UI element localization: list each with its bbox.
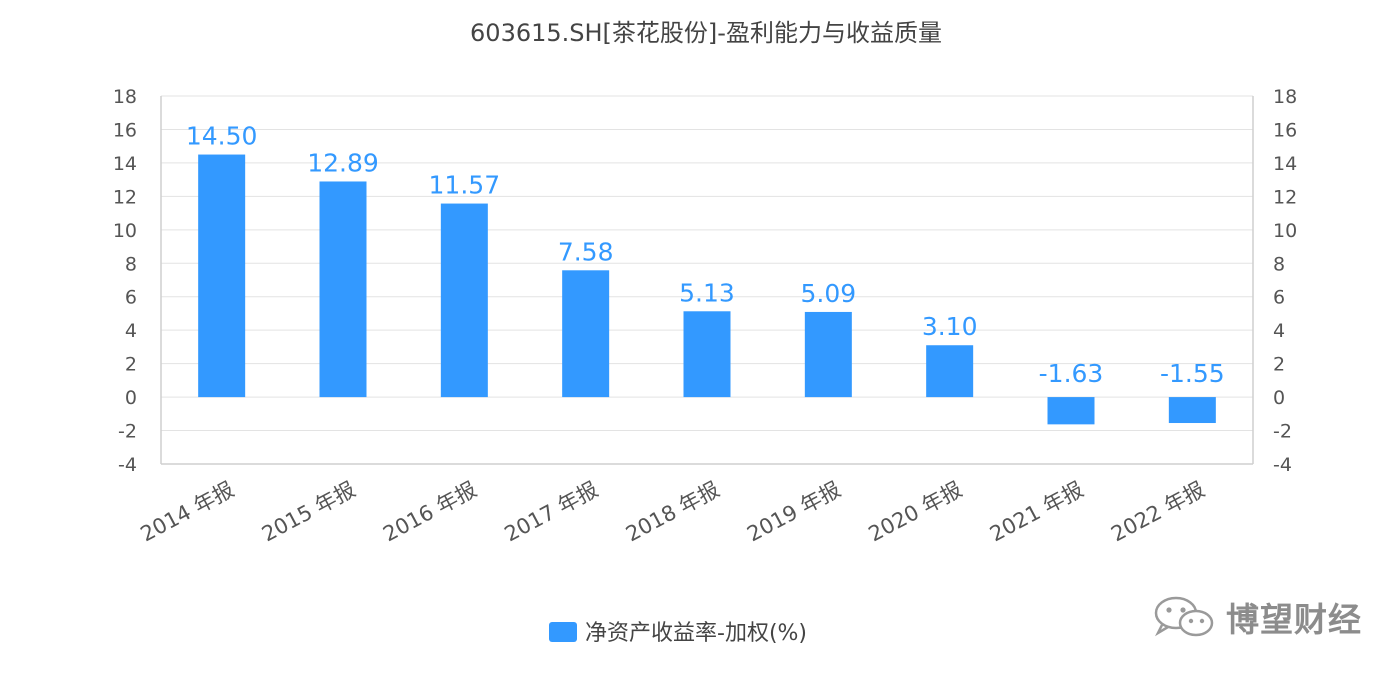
y-tick-label-left: 14 <box>113 153 137 175</box>
data-label: -1.63 <box>1039 359 1104 388</box>
y-tick-label-right: 18 <box>1273 86 1297 108</box>
data-label: -1.55 <box>1160 359 1225 388</box>
x-tick-label: 2017 年报 <box>501 477 602 546</box>
y-tick-label-left: 2 <box>125 354 137 376</box>
y-tick-label-right: 4 <box>1273 320 1285 342</box>
chart-title: 603615.SH[茶花股份]-盈利能力与收益质量 <box>470 19 942 47</box>
watermark-text: 博望财经 <box>1226 600 1362 639</box>
data-label: 12.89 <box>307 148 379 177</box>
y-tick-label-right: 16 <box>1273 119 1297 141</box>
data-label: 5.09 <box>800 279 856 308</box>
y-tick-label-right: 8 <box>1273 253 1285 275</box>
x-tick-label: 2015 年报 <box>258 477 359 546</box>
bar[interactable] <box>440 203 488 398</box>
y-tick-label-left: 12 <box>113 186 137 208</box>
legend-label: 净资产收益率-加权(%) <box>585 621 807 646</box>
x-tick-labels: 2014 年报 2015 年报 2016 年报 2017 年报 2018 年报 2019 … <box>137 477 1209 546</box>
y-tick-label-left: 18 <box>113 86 137 108</box>
x-tick-label: 2014 年报 <box>137 477 238 546</box>
y-tick-label-right: 10 <box>1273 220 1297 242</box>
data-label: 11.57 <box>429 171 501 200</box>
y-tick-label-left: 10 <box>113 220 137 242</box>
bar[interactable] <box>804 311 852 398</box>
x-tick-label: 2021 年报 <box>986 477 1087 546</box>
legend-swatch <box>549 622 577 642</box>
x-tick-label: 2018 年报 <box>622 477 723 546</box>
x-tick-label: 2022 年报 <box>1107 477 1208 546</box>
bar[interactable] <box>319 181 367 398</box>
wechat-icon <box>1154 596 1214 637</box>
y-tick-label-right: 2 <box>1273 354 1285 376</box>
bar[interactable] <box>926 345 974 398</box>
watermark: 博望财经 <box>1152 592 1362 642</box>
bar[interactable] <box>562 270 610 398</box>
bar[interactable] <box>1047 397 1095 425</box>
y-tick-label-left: 16 <box>113 119 137 141</box>
bar[interactable] <box>198 154 246 398</box>
y-tick-label-right: 12 <box>1273 186 1297 208</box>
bar[interactable] <box>1168 397 1216 424</box>
x-tick-label: 2020 年报 <box>865 477 966 546</box>
y-tick-label-left: 6 <box>125 287 137 309</box>
x-tick-label: 2016 年报 <box>379 477 480 546</box>
y-tick-label-left: -2 <box>118 421 137 443</box>
data-label: 7.58 <box>558 237 614 266</box>
y-tick-label-right: 14 <box>1273 153 1297 175</box>
bars <box>198 154 1216 425</box>
bar[interactable] <box>683 311 731 398</box>
data-label: 3.10 <box>922 312 978 341</box>
y-tick-label-left: 4 <box>125 320 137 342</box>
y-tick-label-right: 0 <box>1273 387 1285 409</box>
data-label: 5.13 <box>679 278 735 307</box>
legend[interactable]: 净资产收益率-加权(%) <box>549 621 807 646</box>
data-label: 14.50 <box>186 122 258 151</box>
y-tick-label-right: -2 <box>1273 421 1292 443</box>
y-tick-label-right: 6 <box>1273 287 1285 309</box>
y-tick-label-left: 8 <box>125 253 137 275</box>
data-labels: 14.50 12.89 11.57 7.58 5.13 5.09 3.10 -1.63 -1.5… <box>186 122 1225 389</box>
y-tick-label-left: 0 <box>125 387 137 409</box>
axes: -4 -4 -2 -2 0 0 2 2 4 4 6 6 8 8 10 10 12 12 14 14 16 16 18 18 <box>113 86 1297 476</box>
y-tick-label-left: -4 <box>118 454 137 476</box>
y-tick-label-right: -4 <box>1273 454 1292 476</box>
x-tick-label: 2019 年报 <box>743 477 844 546</box>
